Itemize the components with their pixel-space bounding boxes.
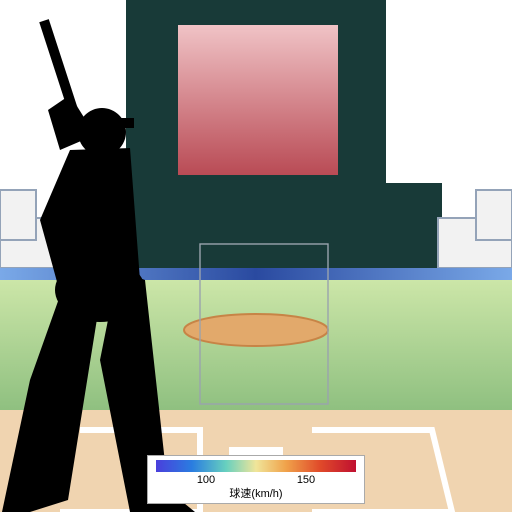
scoreboard-screen xyxy=(178,25,338,175)
scene-svg xyxy=(0,0,512,512)
legend-label: 球速(km/h) xyxy=(156,488,356,501)
legend-tick-100: 100 xyxy=(197,474,215,487)
legend-ticks: 100 150 xyxy=(156,474,356,487)
pitchers-mound xyxy=(184,314,328,346)
legend-tick-150: 150 xyxy=(297,474,315,487)
legend-gradient-bar xyxy=(156,460,356,472)
speed-legend: 100 150 球速(km/h) xyxy=(147,455,365,504)
pitch-chart-stage xyxy=(0,0,512,512)
